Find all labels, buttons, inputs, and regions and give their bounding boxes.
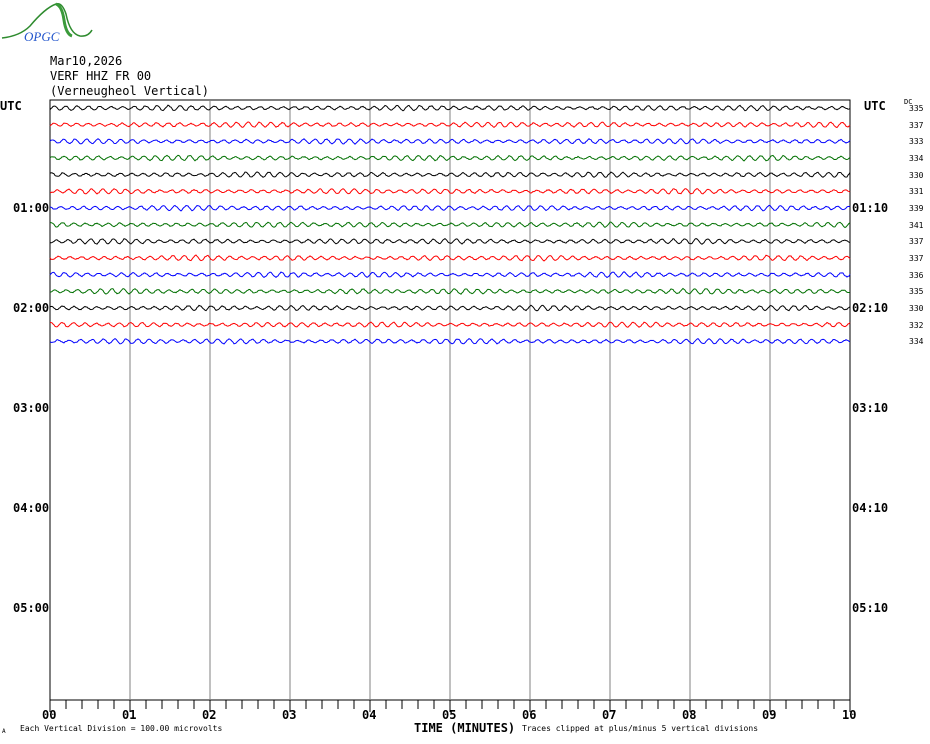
x-axis-title: TIME (MINUTES) xyxy=(414,721,516,735)
x-tick-label: 07 xyxy=(602,708,617,722)
dc-value: 337 xyxy=(909,237,924,247)
dc-value: 334 xyxy=(909,337,924,347)
seismic-trace xyxy=(49,337,851,345)
left-hour-label: 05:00 xyxy=(13,601,50,615)
seismic-trace xyxy=(49,321,851,328)
seismic-trace xyxy=(49,121,851,129)
left-hour-label: 01:00 xyxy=(13,201,50,215)
station-description: (Verneugheol Vertical) xyxy=(50,84,209,98)
seismic-trace xyxy=(49,254,851,262)
dc-value: 330 xyxy=(909,170,924,180)
dc-value: 337 xyxy=(909,254,924,263)
corner-mark: A xyxy=(2,728,6,735)
left-hour-label: 03:00 xyxy=(13,401,50,415)
x-tick-label: 04 xyxy=(362,708,377,722)
dc-value: 335 xyxy=(909,104,924,113)
x-tick-label: 08 xyxy=(682,708,697,722)
right-hour-label: 05:10 xyxy=(852,601,889,615)
logo-text: OPGC xyxy=(24,29,60,44)
left-hour-label: 04:00 xyxy=(13,501,50,515)
station-label: VERF HHZ FR 00 xyxy=(50,69,152,83)
seismic-trace xyxy=(49,221,851,229)
seismic-trace xyxy=(49,204,851,212)
dc-value: 334 xyxy=(909,154,924,163)
right-hour-label: 01:10 xyxy=(852,201,889,215)
dc-label: DC xyxy=(904,98,913,106)
seismic-trace xyxy=(49,271,851,279)
seismic-trace xyxy=(49,154,851,162)
dc-value: 330 xyxy=(909,304,924,313)
dc-value: 336 xyxy=(909,270,924,280)
clip-note: Traces clipped at plus/minus 5 vertical … xyxy=(522,724,759,733)
dc-value: 341 xyxy=(909,220,924,230)
x-tick-label: 09 xyxy=(762,708,777,722)
seismic-trace xyxy=(49,138,851,145)
x-tick-label: 03 xyxy=(282,708,297,722)
x-tick-label: 01 xyxy=(122,708,137,722)
dc-value: 335 xyxy=(909,287,924,297)
x-tick-label: 02 xyxy=(202,708,217,722)
seismic-trace xyxy=(49,104,851,112)
dc-value: 333 xyxy=(909,137,924,147)
opgc-logo: OPGC xyxy=(1,2,93,44)
x-tick-label: 00 xyxy=(42,708,57,722)
dc-value: 337 xyxy=(909,120,924,130)
left-hour-label: 02:00 xyxy=(13,301,50,315)
dc-value: 331 xyxy=(909,187,924,197)
seismic-trace xyxy=(49,187,851,195)
seismic-trace xyxy=(49,238,851,245)
x-tick-label: 10 xyxy=(842,708,857,722)
dc-value: 339 xyxy=(909,204,924,213)
x-tick-label: 05 xyxy=(442,708,457,722)
right-utc-label: UTC xyxy=(864,99,886,113)
date-label: Mar10,2026 xyxy=(50,54,123,68)
seismic-trace xyxy=(49,287,851,295)
seismic-trace xyxy=(49,171,851,178)
x-tick-label: 06 xyxy=(522,708,537,722)
left-utc-label: UTC xyxy=(0,99,22,113)
dc-value: 332 xyxy=(909,320,924,330)
right-hour-label: 03:10 xyxy=(852,401,889,415)
right-hour-label: 04:10 xyxy=(852,501,889,515)
right-hour-label: 02:10 xyxy=(852,301,889,315)
seismic-trace xyxy=(49,304,851,312)
scale-note: Each Vertical Division = 100.00 microvol… xyxy=(20,724,223,733)
